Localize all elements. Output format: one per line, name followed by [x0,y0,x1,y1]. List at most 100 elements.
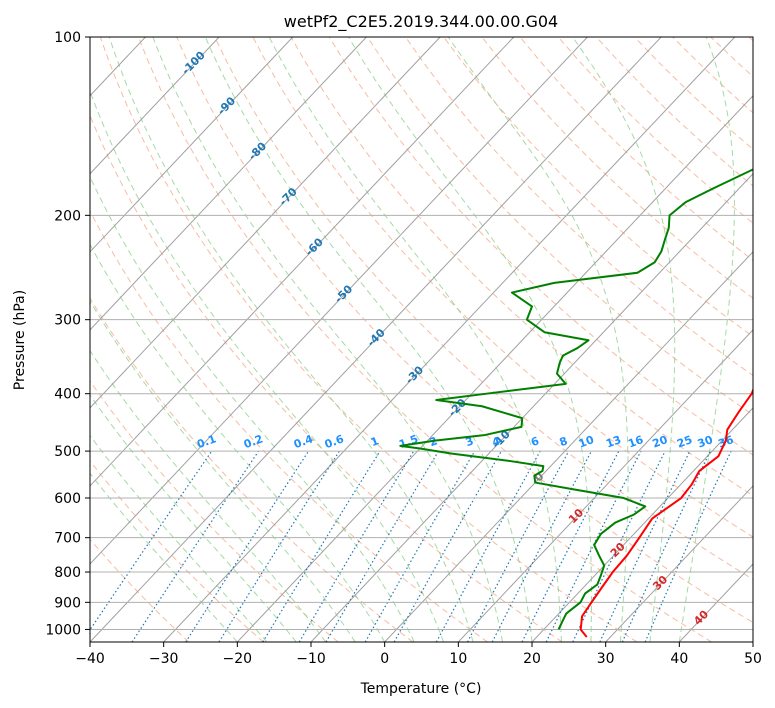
y-tick-label: 400 [54,387,81,403]
moist-adiabat-line [90,175,415,642]
mixing-ratio-line [545,450,642,642]
mixing-ratio-line [466,450,570,642]
isotherm-line [90,37,588,565]
x-tick-label: −20 [223,651,253,667]
y-axis: 1000 900 800 700 600 500 400 300 200 100 [45,30,90,638]
y-tick-label: 200 [54,208,81,224]
mixing-ratio-line [364,450,476,642]
mixing-ratio-line [185,450,310,642]
mixing-ratio-line [521,450,620,642]
x-tick-label: −40 [75,651,105,667]
mixing-ratio-label: 25 [675,433,694,450]
moist-adiabat-line [572,37,676,642]
moist-adiabat-line [90,243,386,642]
mixing-ratio-line [644,450,732,642]
isotherm-line [163,37,736,642]
mixing-ratio-label: 0.2 [242,432,265,451]
moist-adiabat-line [348,37,592,642]
moist-adiabat-line [90,89,445,642]
dry-adiabat-line [90,380,339,642]
mixing-ratio-label: 10 [577,433,596,451]
mixing-ratio-labels: 0.1 0.2 0.4 0.6 1 1.5 2 3 4 6 8 10 13 16 20 25 30 36 [195,432,735,451]
dry-adiabat-line [481,37,753,299]
moist-adiabat-line [90,434,268,642]
moist-adiabat-line [90,349,327,642]
mixing-ratio-label: 30 [696,433,715,451]
dry-adiabat-line [519,37,753,262]
y-tick-label: 900 [54,595,81,611]
mixing-ratio-label: 6 [529,434,541,449]
isotherm-line [531,407,753,642]
x-tick-label: 50 [744,651,762,667]
moist-adiabat-line [268,37,562,642]
mixing-ratio-label: 16 [626,433,645,451]
sounding-profiles [399,168,753,638]
mixing-ratio-label: 20 [651,433,670,451]
dewpoint-profile-line [399,168,753,630]
mixing-ratio-label: 3 [464,434,476,449]
mixing-ratio-line [325,450,440,642]
chart-title: wetPf2_C2E5.2019.344.00.00.G04 [284,12,558,32]
moist-adiabat-line [90,300,356,642]
dry-adiabat-line [290,37,753,497]
mixing-ratio-label: 1 [369,434,381,449]
y-tick-label: 600 [54,491,81,507]
mixing-ratio-line [435,450,541,642]
moist-adiabat-line [678,37,735,642]
dry-adiabat-line [90,114,563,642]
isotherm-line [90,37,367,331]
moist-adiabat-line [447,37,629,642]
mixing-ratio-label: 0.4 [292,432,315,451]
x-tick-label: 20 [523,651,541,667]
x-tick-label: −30 [149,651,179,667]
mixing-ratio-line [90,450,213,631]
mixing-ratio-line [262,450,381,642]
dry-adiabat-line [90,538,190,642]
dry-adiabat-line [176,37,753,624]
dry-adiabat-line [90,209,488,642]
isotherm-line [384,251,753,642]
x-tick-label: 0 [380,651,389,667]
dry-adiabat-line [672,37,753,114]
x-tick-label: 10 [449,651,467,667]
mixing-ratio-line [393,450,502,642]
y-tick-label: 800 [54,565,81,581]
x-axis: −40 −30 −20 −10 0 10 20 30 40 50 [75,642,762,667]
isotherm-line [605,485,753,642]
dry-adiabat-line [710,37,753,78]
isotherm-line [236,95,753,642]
isotherm-line [0,37,72,642]
y-tick-label: 1000 [45,622,81,638]
isotherm-line [90,37,515,487]
dry-adiabat-line [328,37,753,456]
mixing-ratio-line [131,450,260,642]
dry-adiabat-line [634,37,753,150]
x-tick-label: 40 [670,651,688,667]
dry-adiabat-line [137,37,712,642]
y-tick-label: 300 [54,313,81,329]
x-tick-label: −10 [296,651,326,667]
dry-adiabat-line [366,37,753,416]
isotherm-line [457,329,753,642]
dry-adiabat-line [214,37,753,580]
mixing-ratio-label: 13 [604,433,623,450]
y-tick-label: 100 [54,30,81,46]
x-tick-label: 30 [597,651,615,667]
mixing-ratio-label: 8 [558,434,570,449]
mixing-ratio-label: 0.6 [323,432,346,451]
y-tick-label: 500 [54,444,81,460]
moist-adiabat-line [108,37,474,642]
mixing-ratio-line [218,450,340,642]
isotherm-line [90,37,441,409]
isotherm-line [90,37,294,253]
isotherm-line [752,641,753,642]
moist-adiabat-line [152,37,504,642]
isotherm-line [90,37,220,175]
x-axis-label: Temperature (°C) [360,681,482,697]
temperature-profile-line [579,387,753,638]
y-axis-label: Pressure (hPa) [12,290,28,390]
mixing-ratio-label: 4 [490,434,502,449]
isotherm-line [90,37,662,642]
dry-adiabat-line [99,37,638,642]
